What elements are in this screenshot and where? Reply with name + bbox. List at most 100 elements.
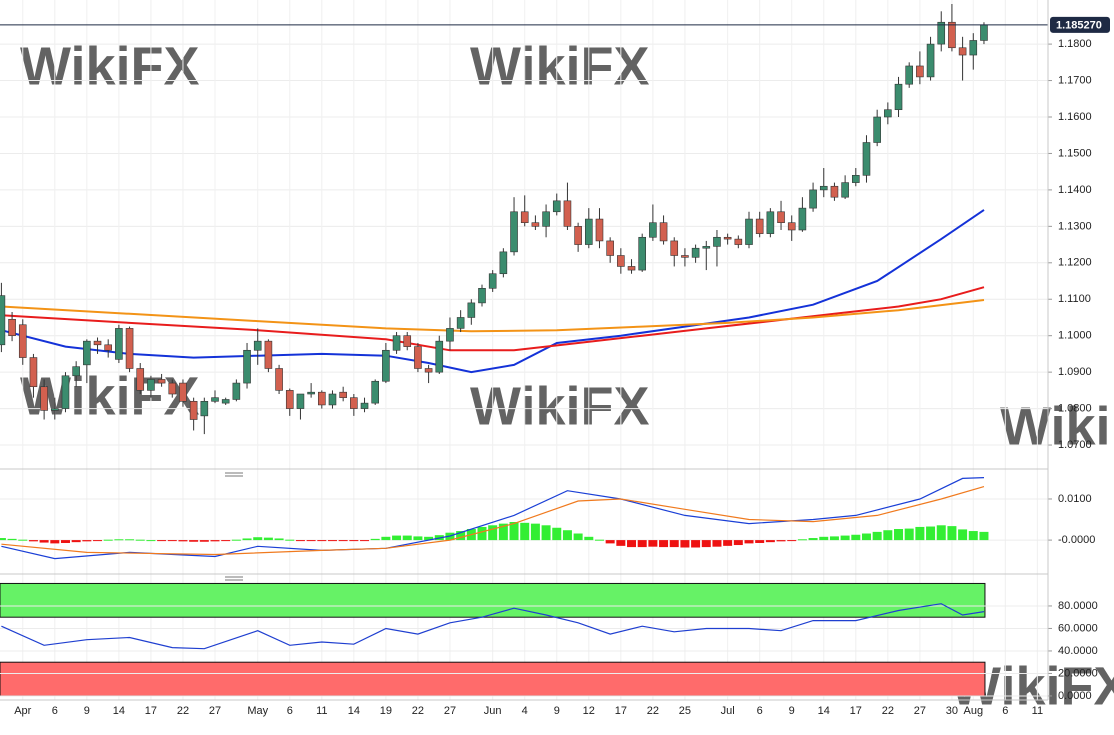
x-tick-label: 14 (348, 705, 360, 717)
candle-body (542, 211, 550, 227)
candle-body (157, 379, 166, 384)
candle-body (467, 302, 476, 318)
histogram-bar (691, 540, 701, 548)
panel-handle (225, 576, 243, 581)
candle-body (894, 83, 903, 111)
histogram-bar (552, 527, 562, 541)
candle-body (723, 236, 732, 240)
histogram-bar (456, 531, 466, 541)
candle-body (72, 366, 80, 377)
histogram-bar (338, 540, 348, 542)
candle-body (350, 397, 358, 409)
histogram-bar (509, 522, 519, 541)
y-tick-label: 1.1300 (1058, 220, 1092, 232)
candle-body (798, 207, 807, 231)
histogram-bar (520, 522, 530, 541)
candle-body (638, 236, 647, 271)
histogram-bar (958, 529, 968, 541)
candle-body (691, 247, 700, 258)
watermark: WikiFX (1000, 396, 1114, 456)
candle-body (713, 236, 721, 247)
histogram-bar (253, 537, 263, 541)
candle-body (649, 222, 657, 238)
x-tick-label: 27 (914, 705, 926, 717)
x-tick-label: 17 (615, 705, 627, 717)
histogram-bar (744, 540, 754, 544)
watermark: WikiFX (20, 36, 200, 96)
x-tick-label: 22 (647, 705, 659, 717)
candle-body (766, 211, 775, 234)
candle-body (552, 200, 561, 213)
histogram-bar (680, 540, 690, 548)
histogram-bar (819, 536, 829, 541)
histogram-bar (851, 534, 861, 541)
candle-body (851, 175, 860, 183)
series-line (1, 209, 985, 374)
y-tick-label: 1.0800 (1058, 402, 1092, 414)
series-line (1, 603, 985, 650)
histogram-bar (894, 528, 904, 541)
histogram-bar (360, 540, 370, 542)
histogram-bar (18, 539, 28, 541)
candle-body (755, 218, 764, 234)
candle-body (702, 246, 711, 249)
candle-body (29, 357, 38, 388)
candle-body (328, 393, 337, 406)
x-tick-label: 27 (444, 705, 456, 717)
candle-body (93, 340, 102, 346)
histogram-bar (242, 538, 252, 541)
histogram-bar (295, 540, 305, 542)
histogram-bar (103, 539, 113, 541)
histogram-bar (210, 540, 220, 542)
candle-body (200, 400, 209, 417)
candle-body (339, 391, 347, 398)
y-tick-label: 1.1100 (1058, 293, 1091, 305)
x-tick-label: 22 (882, 705, 894, 717)
histogram-bar (541, 525, 551, 541)
histogram-bar (659, 540, 669, 548)
histogram-bar (50, 540, 60, 544)
histogram-bar (317, 540, 327, 542)
histogram-bar (413, 536, 423, 541)
candle-body (414, 346, 422, 369)
band (0, 661, 986, 697)
candle-body (958, 47, 967, 56)
candle-body (520, 211, 529, 224)
candle-body (435, 340, 444, 373)
x-tick-label: 6 (1002, 705, 1008, 717)
histogram-bar (82, 540, 92, 542)
histogram-bar (968, 531, 978, 541)
histogram-bar (221, 540, 231, 542)
histogram-bar (669, 540, 679, 548)
x-tick-label: 22 (177, 705, 189, 717)
candle-body (211, 397, 219, 402)
y-tick-label: 0.0100 (1058, 493, 1092, 505)
histogram-bar (723, 540, 733, 546)
histogram-bar (7, 538, 17, 541)
histogram-bar (157, 540, 167, 542)
candle-body (595, 218, 604, 242)
histogram-bar (424, 536, 434, 541)
histogram-bar (616, 540, 626, 546)
y-tick-label: 1.1600 (1058, 111, 1092, 123)
histogram-bar (648, 540, 658, 547)
y-tick-label: 60.0000 (1058, 622, 1098, 634)
candle-body (916, 65, 924, 78)
watermark: WikiFX (470, 376, 650, 436)
histogram-bar (327, 540, 337, 542)
candle-body (937, 21, 946, 45)
candle-body (221, 399, 230, 404)
x-tick-label: 6 (757, 705, 763, 717)
histogram-bar (637, 540, 647, 548)
histogram-bar (349, 540, 359, 542)
candle-body (574, 226, 582, 245)
x-tick-label: 6 (287, 705, 293, 717)
candle-body (617, 255, 625, 267)
histogram-bar (370, 538, 380, 541)
candle-body (360, 402, 369, 409)
histogram-bar (530, 523, 540, 541)
histogram-bar (488, 525, 498, 541)
candle-body (61, 375, 70, 409)
x-tick-label: May (247, 705, 268, 717)
histogram-bar (167, 540, 177, 542)
